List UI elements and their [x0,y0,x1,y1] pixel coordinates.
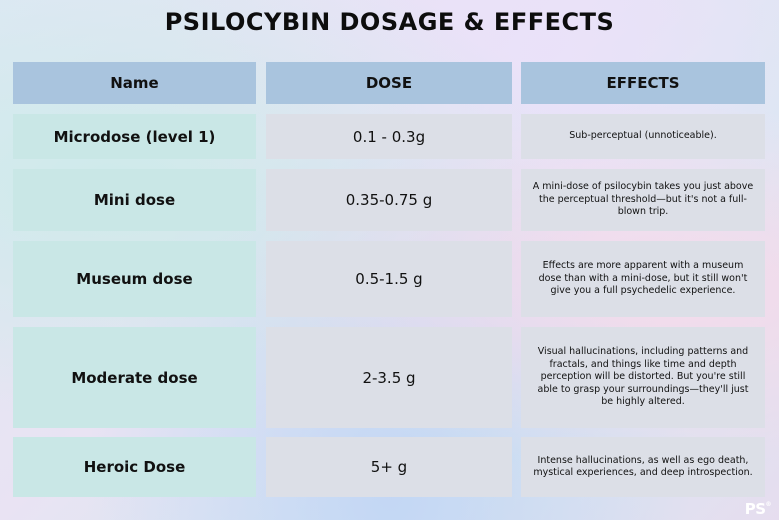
row-name: Moderate dose [13,327,256,428]
page-title: PSILOCYBIN DOSAGE & EFFECTS [164,8,615,36]
row-effects: Visual hallucinations, including pattern… [521,327,765,428]
row-effects: Sub-perceptual (unnoticeable). [521,114,765,159]
row-effects: Intense hallucinations, as well as ego d… [521,437,765,497]
row-name: Museum dose [13,241,256,317]
header-name: Name [13,62,256,104]
row-dose: 0.35-0.75 g [266,169,512,231]
row-effects: A mini-dose of psilocybin takes you just… [521,169,765,231]
row-name: Heroic Dose [13,437,256,497]
row-dose: 5+ g [266,437,512,497]
row-name: Mini dose [13,169,256,231]
header-effects: EFFECTS [521,62,765,104]
row-dose: 2-3.5 g [266,327,512,428]
row-dose: 0.1 - 0.3g [266,114,512,159]
brand-logo: PS® [744,500,772,518]
header-dose: DOSE [266,62,512,104]
row-effects: Effects are more apparent with a museum … [521,241,765,317]
row-dose: 0.5-1.5 g [266,241,512,317]
row-name: Microdose (level 1) [13,114,256,159]
